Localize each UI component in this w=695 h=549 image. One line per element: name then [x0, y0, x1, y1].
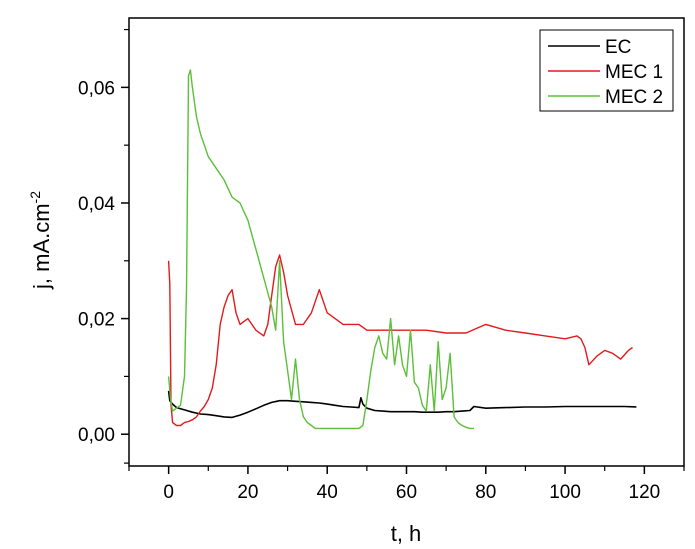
x-tick-label: 80 — [475, 482, 496, 503]
x-tick-label: 60 — [396, 482, 417, 503]
x-tick-label: 0 — [163, 482, 174, 503]
y-axis-title: j, mA.cm-2 — [27, 191, 54, 290]
svg-text:j, mA.cm-2: j, mA.cm-2 — [27, 191, 54, 290]
y-tick-label: 0,02 — [78, 310, 115, 331]
series-layer — [167, 69, 637, 430]
legend: EC MEC 1 MEC 2 — [539, 29, 674, 112]
x-tick-label: 100 — [549, 482, 581, 503]
y-tick-label: 0,04 — [78, 194, 115, 215]
legend-label: MEC 1 — [605, 62, 663, 83]
y-tick-label: 0,06 — [78, 78, 115, 99]
y-axis-title-sup: -2 — [27, 191, 43, 204]
series-line-ec — [167, 390, 637, 419]
x-tick-label: 120 — [629, 482, 661, 503]
x-tick-label: 20 — [237, 482, 258, 503]
legend-label: EC — [605, 37, 631, 58]
x-tick-label: 40 — [317, 482, 338, 503]
y-axis-title-main: j, mA.cm — [29, 203, 54, 290]
series-line-mec-2 — [167, 69, 474, 430]
y-tick-label: 0,00 — [78, 425, 115, 446]
legend-label: MEC 2 — [605, 87, 663, 108]
series-line-mec-1 — [167, 254, 633, 427]
axis-ticks: 0 20 40 60 80 100 120 0,00 0,02 0,04 0,06 — [78, 28, 685, 503]
x-axis-title: t, h — [391, 521, 422, 546]
